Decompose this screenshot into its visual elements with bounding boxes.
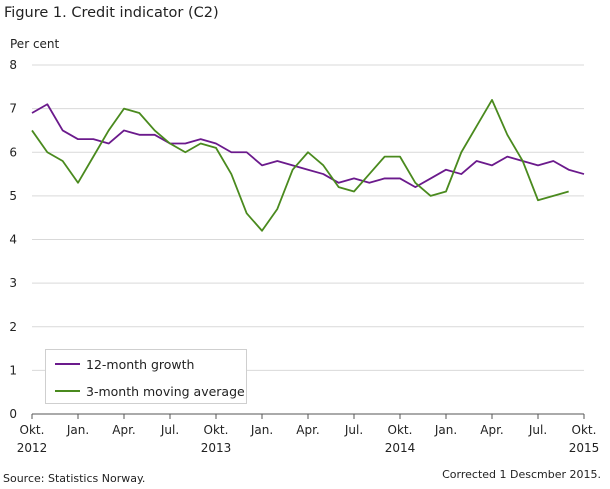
y-tick-label: 8 [9, 58, 17, 72]
chart-title: Figure 1. Credit indicator (C2) [4, 5, 219, 21]
x-tick-year: 2015 [569, 441, 600, 455]
legend-label-growth: 12-month growth [86, 356, 195, 372]
correction-note: Corrected 1 Descmber 2015. [442, 468, 601, 481]
x-tick-year: 2014 [385, 441, 416, 455]
y-tick-labels: 0 1 2 3 4 5 6 7 8 [9, 58, 17, 421]
series-lines [31, 99, 585, 232]
x-tick-label: Apr. [480, 423, 503, 437]
x-tick-year: 2013 [201, 441, 232, 455]
y-tick-label: 2 [9, 320, 17, 334]
x-tick-label: Jul. [344, 423, 363, 437]
x-tick-label: Okt. [20, 423, 45, 437]
y-tick-label: 1 [9, 363, 17, 377]
x-tick-label: Okt. [388, 423, 413, 437]
legend-swatch-growth [55, 363, 80, 365]
y-tick-label: 7 [9, 102, 17, 116]
x-tick-label: Apr. [296, 423, 319, 437]
y-tick-label: 3 [9, 276, 17, 290]
x-tick-label: Jan. [434, 423, 457, 437]
y-axis-label: Per cent [10, 37, 60, 51]
x-tick-label: Jan. [66, 423, 89, 437]
x-tick-year: 2012 [17, 441, 48, 455]
legend-swatch-moving-average [55, 390, 80, 392]
series-line-3-month-moving-average [31, 99, 569, 232]
source-note: Source: Statistics Norway. [3, 472, 146, 485]
x-tick-label: Jul. [528, 423, 547, 437]
legend-item-12-month-growth: 12-month growth [55, 356, 194, 372]
x-tick-label: Okt. [204, 423, 229, 437]
legend-label-moving-average: 3-month moving average [86, 383, 245, 399]
x-tick-label: Jul. [160, 423, 179, 437]
gridlines [32, 64, 584, 371]
x-tick-label: Apr. [112, 423, 135, 437]
x-tick-label: Okt. [572, 423, 597, 437]
legend-item-3-month-moving-average: 3-month moving average [55, 383, 245, 399]
x-axis: Okt. 2012 Jan. Apr. Jul. Okt. 2013 Jan. Apr. Jul.… [17, 413, 600, 455]
series-line-12-month-growth [31, 103, 585, 189]
y-tick-label: 5 [9, 189, 17, 203]
legend: 12-month growth 3-month moving average [45, 349, 247, 404]
x-tick-label: Jan. [250, 423, 273, 437]
y-tick-label: 4 [9, 233, 17, 247]
y-tick-label: 6 [9, 145, 17, 159]
y-tick-label: 0 [9, 407, 17, 421]
